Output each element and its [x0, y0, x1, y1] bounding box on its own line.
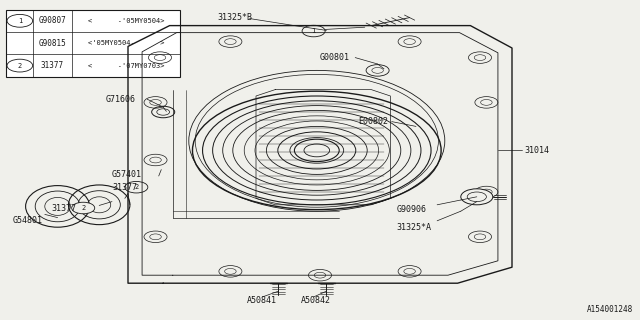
Circle shape — [72, 202, 95, 214]
Text: 31377: 31377 — [41, 61, 64, 70]
Text: G54801: G54801 — [13, 216, 43, 225]
Circle shape — [125, 181, 148, 193]
Circle shape — [461, 189, 493, 205]
Text: 31325*A: 31325*A — [397, 223, 432, 232]
Circle shape — [7, 14, 33, 27]
Circle shape — [294, 139, 339, 162]
Text: 1: 1 — [18, 18, 22, 24]
Text: 31377: 31377 — [112, 183, 137, 192]
Text: A154001248: A154001248 — [588, 305, 634, 314]
Text: G90807: G90807 — [38, 16, 67, 25]
Text: E00802: E00802 — [358, 117, 388, 126]
Text: G90906: G90906 — [397, 205, 427, 214]
Circle shape — [7, 59, 33, 72]
Bar — [6, 10, 180, 77]
Text: 31325*B: 31325*B — [218, 13, 253, 22]
Text: 31014: 31014 — [525, 146, 550, 155]
Text: 2: 2 — [81, 205, 85, 211]
Text: A50842: A50842 — [301, 296, 331, 305]
Text: <      -'05MY0504>: < -'05MY0504> — [88, 18, 164, 24]
Text: 31377: 31377 — [51, 204, 76, 212]
Circle shape — [302, 25, 325, 37]
Text: <'05MY0504-      >: <'05MY0504- > — [88, 40, 164, 46]
Text: A50841: A50841 — [246, 296, 276, 305]
Text: <      -'07MY0703>: < -'07MY0703> — [88, 63, 164, 68]
Text: 2: 2 — [18, 63, 22, 68]
Text: G90815: G90815 — [38, 39, 67, 48]
Text: G00801: G00801 — [320, 53, 350, 62]
Text: G71606: G71606 — [106, 95, 136, 104]
Text: 1: 1 — [312, 28, 316, 34]
Text: 2: 2 — [134, 184, 138, 190]
Text: G57401: G57401 — [112, 170, 142, 179]
